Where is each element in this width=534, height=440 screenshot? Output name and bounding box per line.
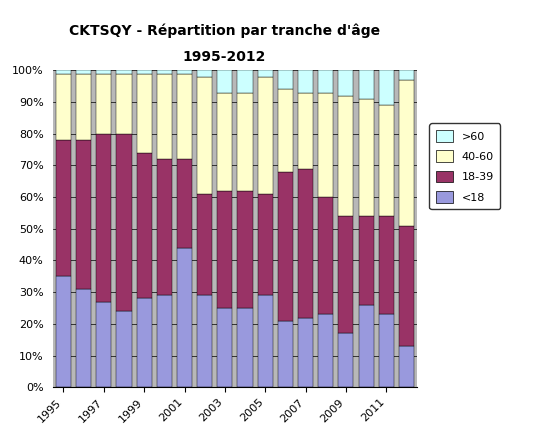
Bar (379, 70, 394, 105)
Bar (76, 73, 91, 140)
Bar (257, 77, 273, 194)
Bar (379, 105, 394, 216)
Bar (76, 70, 91, 73)
Bar (278, 172, 293, 321)
Bar (339, 216, 354, 334)
Bar (217, 70, 232, 92)
Bar (116, 73, 131, 134)
Bar (137, 73, 152, 153)
Bar (278, 89, 293, 172)
Bar (157, 159, 172, 295)
Bar (137, 298, 152, 387)
Bar (399, 80, 414, 226)
Bar (399, 346, 414, 387)
Bar (257, 295, 273, 387)
Legend: >60, 40-60, 18-39, <18: >60, 40-60, 18-39, <18 (429, 124, 500, 209)
Bar (76, 289, 91, 387)
Bar (116, 311, 131, 387)
Bar (56, 70, 71, 73)
Bar (238, 70, 253, 92)
Bar (197, 194, 212, 295)
Bar (217, 92, 232, 191)
Bar (157, 73, 172, 159)
Bar (238, 308, 253, 387)
Bar (358, 216, 374, 305)
Bar (217, 308, 232, 387)
Bar (298, 70, 313, 92)
Bar (318, 92, 333, 197)
Bar (257, 194, 273, 295)
Bar (238, 92, 253, 191)
Bar (197, 77, 212, 194)
Bar (298, 169, 313, 318)
Bar (76, 140, 91, 289)
Bar (238, 191, 253, 308)
Bar (116, 70, 131, 73)
Bar (339, 334, 354, 387)
Bar (197, 295, 212, 387)
Bar (137, 70, 152, 73)
Bar (96, 73, 112, 134)
Bar (278, 70, 293, 89)
Bar (96, 134, 112, 302)
Bar (399, 226, 414, 346)
Bar (339, 96, 354, 216)
Bar (137, 153, 152, 298)
Bar (298, 318, 313, 387)
Bar (177, 248, 192, 387)
Bar (358, 305, 374, 387)
Bar (177, 73, 192, 159)
Bar (379, 314, 394, 387)
Bar (379, 216, 394, 314)
Bar (56, 276, 71, 387)
Bar (318, 70, 333, 92)
Bar (96, 70, 112, 73)
Bar (116, 134, 131, 311)
Bar (157, 70, 172, 73)
Bar (217, 191, 232, 308)
Bar (197, 70, 212, 77)
Bar (56, 73, 71, 140)
Bar (298, 92, 313, 169)
Bar (177, 70, 192, 73)
Bar (177, 159, 192, 248)
Bar (157, 295, 172, 387)
Text: CKTSQY - Répartition par tranche d'âge: CKTSQY - Répartition par tranche d'âge (69, 24, 380, 38)
Bar (96, 302, 112, 387)
Bar (358, 99, 374, 216)
Bar (257, 70, 273, 77)
Bar (278, 321, 293, 387)
Bar (56, 140, 71, 276)
Bar (358, 70, 374, 99)
Bar (318, 197, 333, 314)
Bar (318, 314, 333, 387)
Bar (339, 70, 354, 96)
Text: 1995-2012: 1995-2012 (183, 50, 266, 64)
Bar (399, 70, 414, 80)
